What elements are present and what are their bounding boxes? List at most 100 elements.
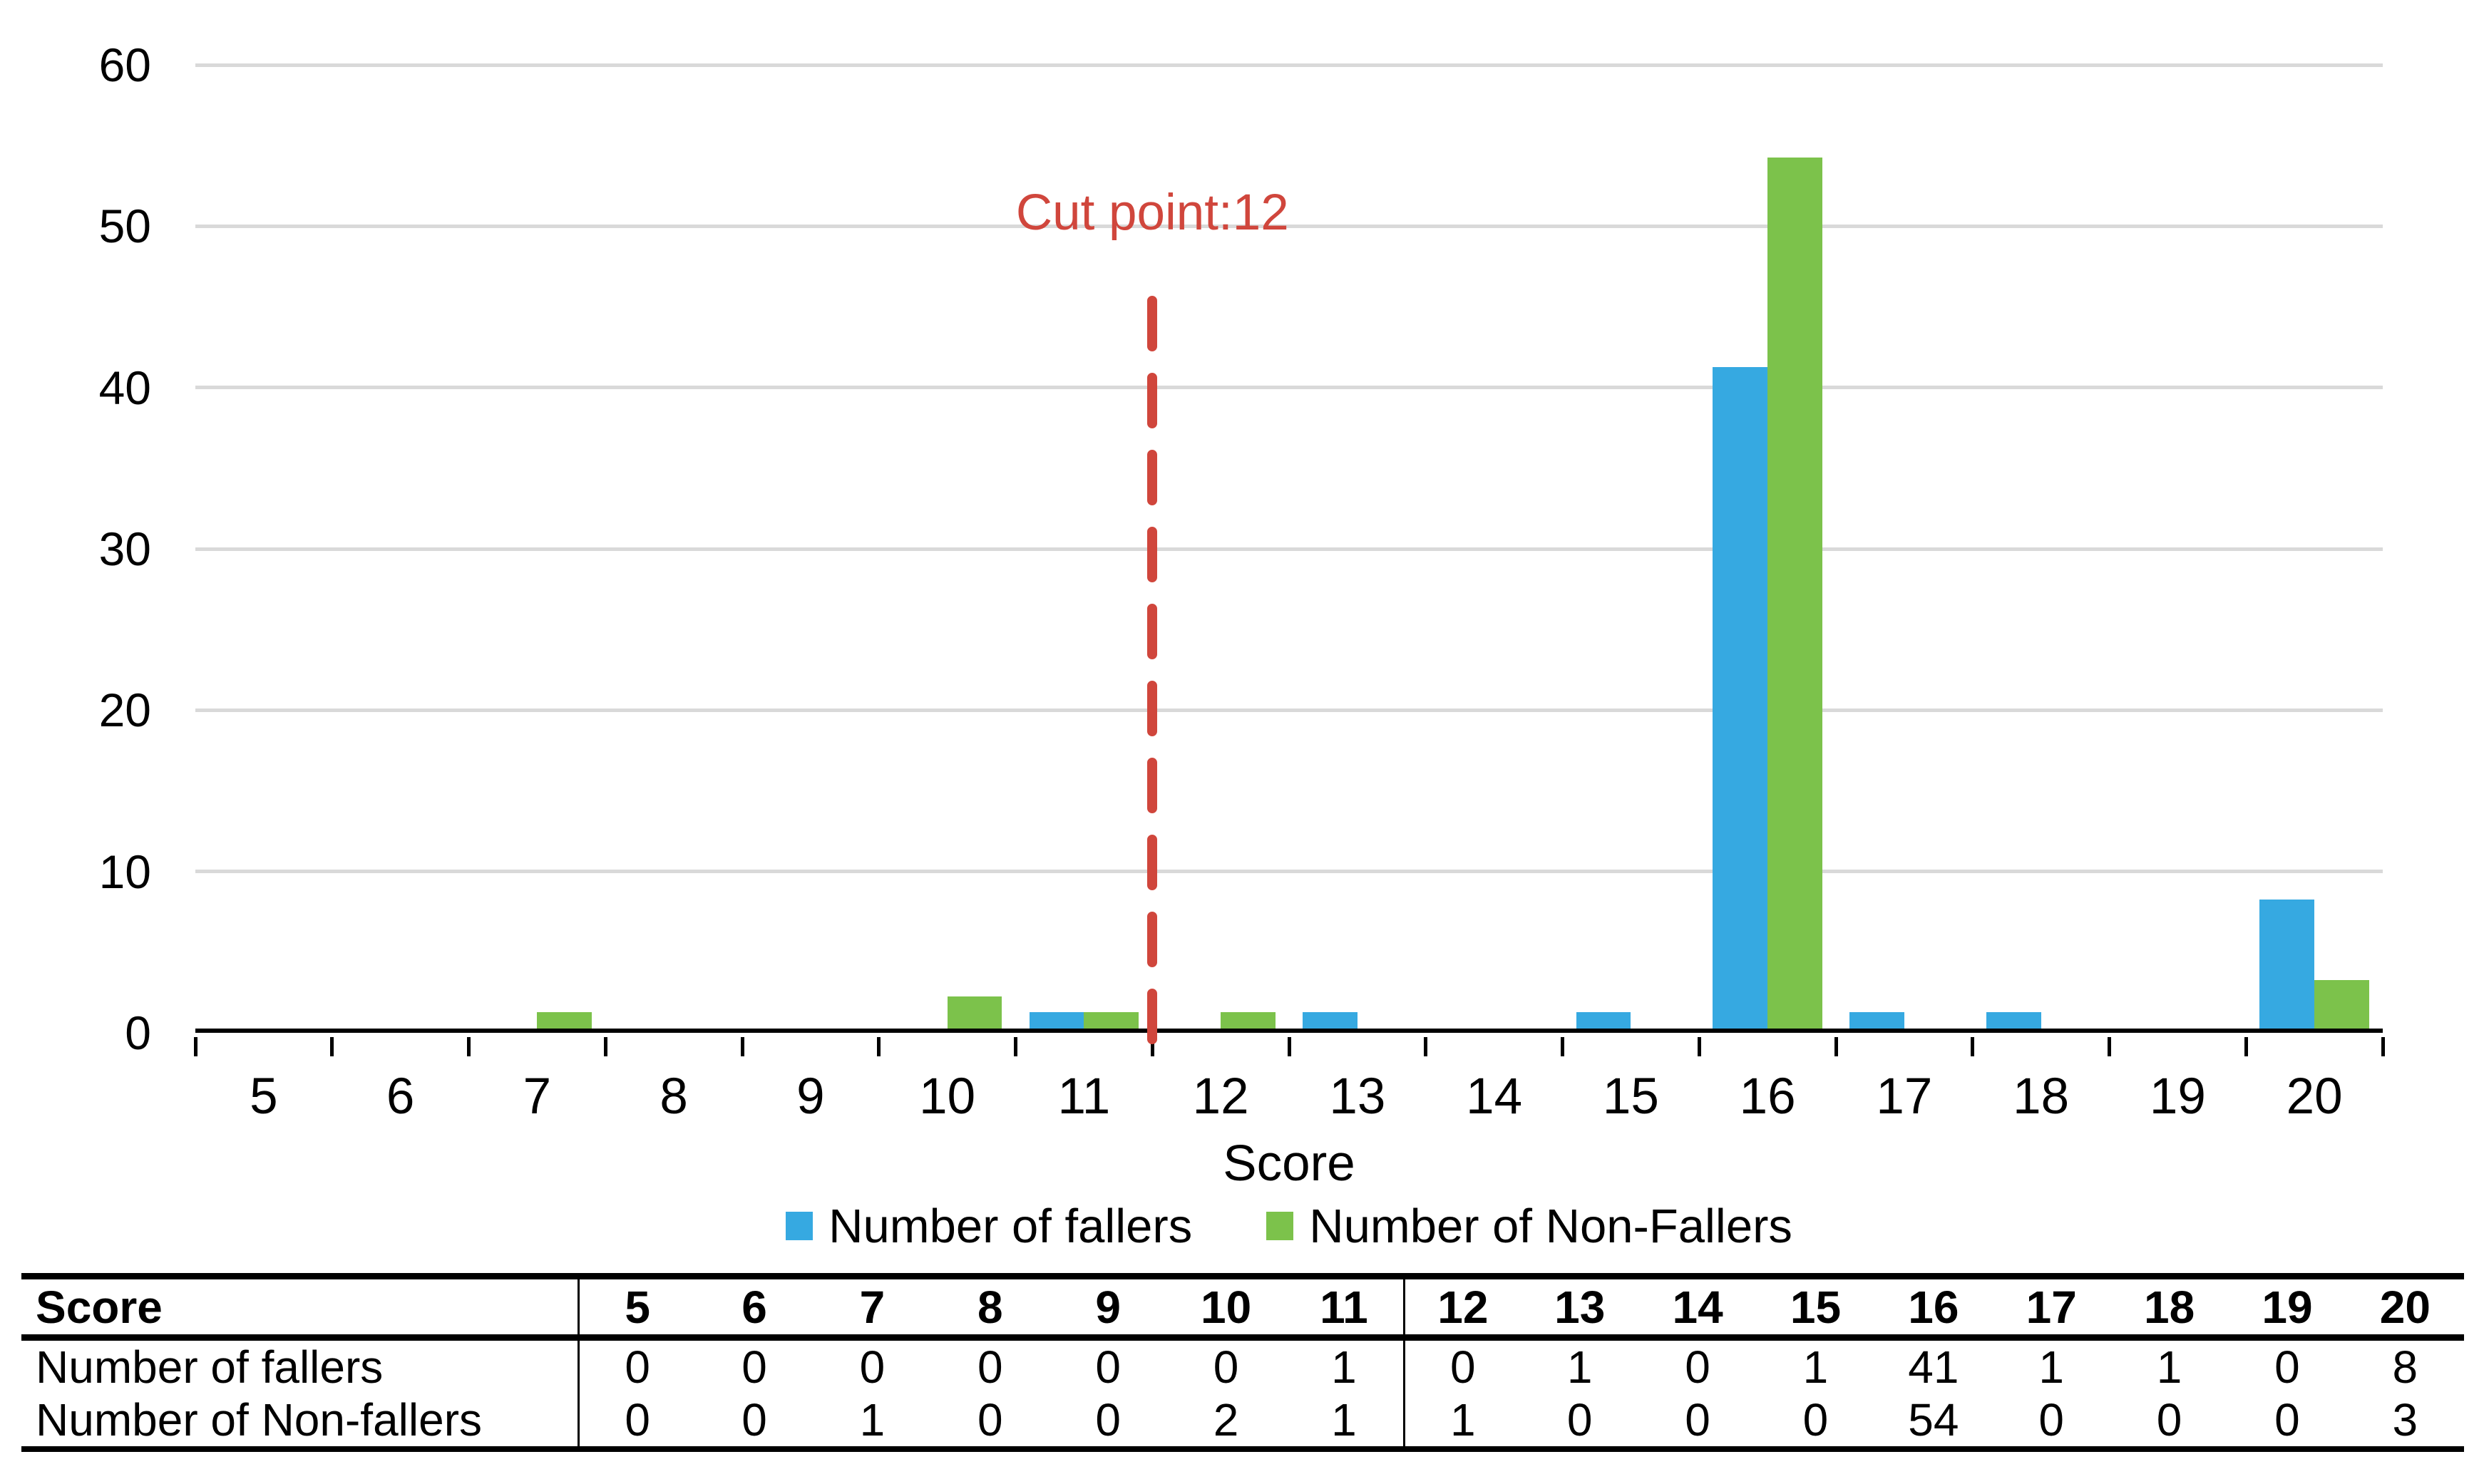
x-axis-label-7: 7	[523, 1068, 552, 1125]
gridline-40	[195, 386, 2383, 390]
table-cell-nonfallers-17: 0	[2038, 1394, 2064, 1446]
gridline-50	[195, 224, 2383, 228]
cut-point-line	[1147, 296, 1158, 1056]
x-axis-tick	[193, 1037, 197, 1056]
table-cell-fallers-8: 0	[977, 1341, 1003, 1393]
x-axis-tick	[1834, 1037, 1838, 1056]
table-header-17: 17	[1992, 1279, 2110, 1341]
table-cell-fallers-12: 0	[1402, 1341, 1521, 1393]
legend-swatch-nonfallers-icon	[1266, 1212, 1294, 1240]
x-axis-label-20: 20	[2286, 1068, 2343, 1125]
x-axis-tick	[1971, 1037, 1975, 1056]
x-axis-label-15: 15	[1602, 1068, 1659, 1125]
x-axis-label-5: 5	[250, 1068, 278, 1125]
table-header-8: 8	[931, 1279, 1049, 1341]
x-axis-tick	[2108, 1037, 2111, 1056]
x-axis-tick	[1561, 1037, 1564, 1056]
table-row-label-nonfallers: Number of Non-fallers	[36, 1394, 482, 1446]
table-header-14: 14	[1638, 1279, 1757, 1341]
bar-fallers-16	[1713, 367, 1768, 1029]
x-axis-tick	[2381, 1037, 2385, 1056]
x-axis-label-14: 14	[1466, 1068, 1523, 1125]
x-axis-label-9: 9	[796, 1068, 825, 1125]
bar-nonfallers-7	[537, 1012, 592, 1029]
x-axis-label-17: 17	[1876, 1068, 1933, 1125]
table-cell-nonfallers-6: 0	[741, 1394, 767, 1446]
data-table: Score 5 6 7 8 9 10 11 12 13 14 15 16 17 18 19 20 Number o…	[21, 1273, 2464, 1452]
bar-nonfallers-16	[1767, 157, 1822, 1029]
x-axis-label-18: 18	[2013, 1068, 2070, 1125]
table-cell-nonfallers-19: 0	[2274, 1394, 2300, 1446]
table-cell-nonfallers-5: 0	[578, 1393, 695, 1446]
x-axis-tick	[1287, 1037, 1291, 1056]
table-cell-fallers-11: 1	[1331, 1341, 1357, 1393]
x-axis-tick	[1697, 1037, 1701, 1056]
bar-nonfallers-10	[947, 996, 1002, 1029]
bar-chart: Cut point:12 Score Number of fallers Num…	[98, 38, 2385, 1253]
x-axis-tick	[467, 1037, 471, 1056]
x-axis-tick	[1014, 1037, 1017, 1056]
table-cell-nonfallers-16: 54	[1908, 1394, 1959, 1446]
table-cell-fallers-13: 1	[1566, 1341, 1593, 1393]
table-cell-fallers-20: 8	[2392, 1341, 2418, 1393]
table-cell-nonfallers-11: 1	[1331, 1394, 1357, 1446]
table-row-label-fallers: Number of fallers	[36, 1341, 384, 1393]
y-axis-label-60: 60	[98, 38, 151, 91]
y-axis-label-0: 0	[125, 1006, 151, 1059]
x-axis-label-10: 10	[919, 1068, 976, 1125]
table-cell-fallers-9: 0	[1095, 1341, 1121, 1393]
table-cell-nonfallers-10: 2	[1213, 1394, 1239, 1446]
y-axis-label-10: 10	[98, 845, 151, 898]
legend: Number of fallers Number of Non-Fallers	[195, 1199, 2383, 1253]
table-header-9: 9	[1049, 1279, 1167, 1341]
table-cell-fallers-7: 0	[859, 1341, 886, 1393]
table-cell-nonfallers-9: 0	[1095, 1394, 1121, 1446]
x-axis-tick	[330, 1037, 334, 1056]
table-cell-fallers-10: 0	[1213, 1341, 1239, 1393]
legend-item-nonfallers: Number of Non-Fallers	[1266, 1199, 1792, 1254]
table-header-score: Score	[21, 1279, 578, 1341]
x-axis-tick	[1150, 1037, 1154, 1056]
x-axis-tick	[2244, 1037, 2248, 1056]
bar-fallers-17	[1849, 1012, 1904, 1029]
table-header-20: 20	[2346, 1279, 2464, 1341]
table-header-18: 18	[2110, 1279, 2229, 1341]
x-axis-tick	[1424, 1037, 1428, 1056]
table-header-7: 7	[813, 1279, 932, 1341]
x-axis-label-19: 19	[2149, 1068, 2206, 1125]
x-axis-tick	[740, 1037, 744, 1056]
y-axis-label-50: 50	[98, 200, 151, 253]
table-cell-fallers-18: 1	[2156, 1341, 2182, 1393]
table-cell-fallers-15: 1	[1802, 1341, 1829, 1393]
table-header-13: 13	[1521, 1279, 1639, 1341]
table-cell-nonfallers-20: 3	[2392, 1394, 2418, 1446]
y-axis-label-20: 20	[98, 684, 151, 737]
cut-point-label: Cut point:12	[1015, 185, 1289, 241]
y-axis-label-40: 40	[98, 361, 151, 414]
gridline-10	[195, 870, 2383, 874]
table-header-16: 16	[1874, 1279, 1993, 1341]
bar-nonfallers-12	[1221, 1012, 1276, 1029]
table-cell-nonfallers-8: 0	[977, 1394, 1003, 1446]
bar-fallers-11	[1029, 1012, 1084, 1029]
bar-fallers-13	[1303, 1012, 1358, 1029]
x-axis-tick	[877, 1037, 881, 1056]
table-cell-fallers-19: 0	[2274, 1341, 2300, 1393]
table-header-6: 6	[695, 1279, 814, 1341]
y-axis-label-30: 30	[98, 522, 151, 575]
table-cell-nonfallers-18: 0	[2156, 1394, 2182, 1446]
bar-fallers-18	[1986, 1012, 2041, 1029]
plot-area	[195, 63, 2383, 1033]
gridline-20	[195, 708, 2383, 712]
legend-swatch-fallers-icon	[786, 1212, 814, 1240]
x-axis-label-13: 13	[1329, 1068, 1386, 1125]
table-cell-nonfallers-7: 1	[859, 1394, 886, 1446]
table-cell-fallers-17: 1	[2038, 1341, 2064, 1393]
bar-fallers-20	[2259, 899, 2315, 1029]
table-cell-nonfallers-12: 1	[1402, 1393, 1521, 1446]
gridline-30	[195, 547, 2383, 551]
bar-nonfallers-11	[1084, 1012, 1139, 1029]
table-cell-fallers-14: 0	[1685, 1341, 1710, 1393]
x-axis-label-11: 11	[1057, 1068, 1111, 1125]
